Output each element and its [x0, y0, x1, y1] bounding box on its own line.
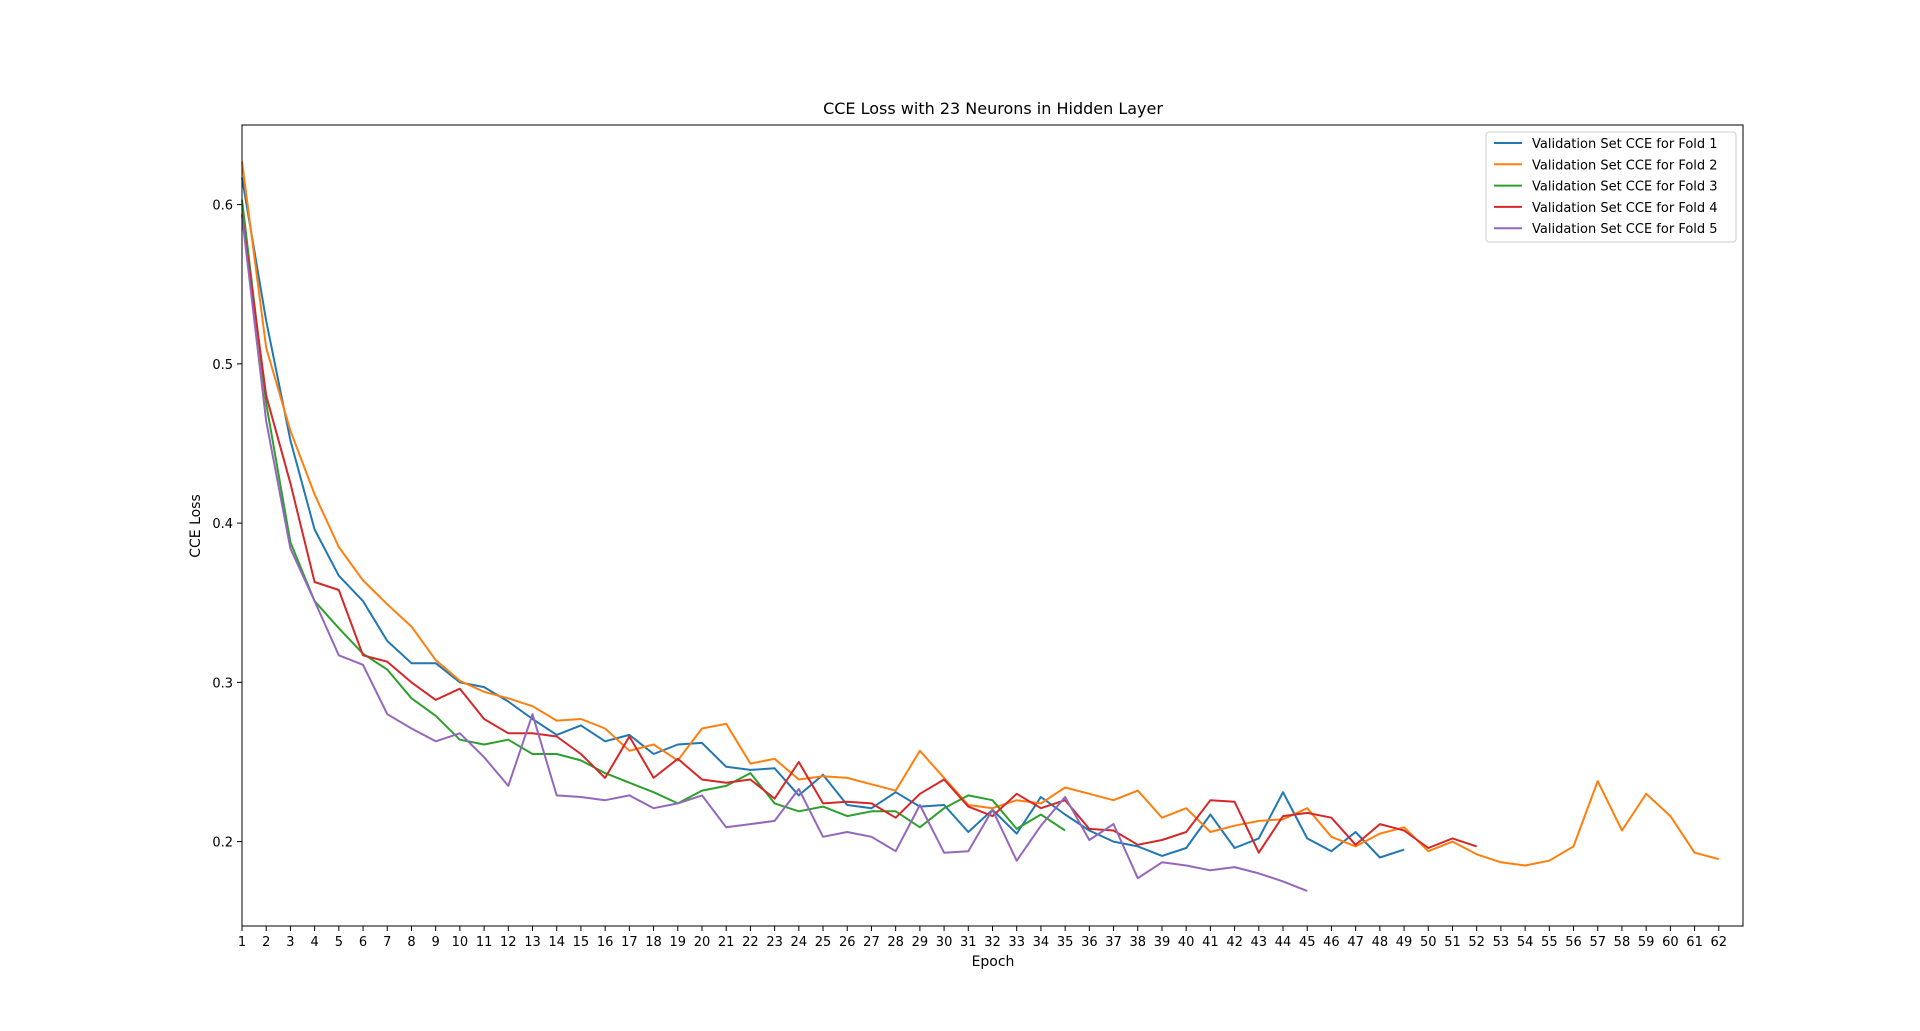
series-line-fold-5 [241, 215, 1308, 892]
x-tick-label: 43 [1251, 935, 1268, 950]
x-tick-label: 8 [407, 935, 415, 950]
y-tick-label: 0.5 [212, 358, 233, 373]
y-tick-label: 0.4 [212, 517, 233, 532]
x-tick-label: 28 [887, 935, 904, 950]
x-tick-label: 6 [359, 935, 367, 950]
y-tick-label: 0.6 [212, 199, 233, 214]
x-tick-label: 7 [383, 935, 391, 950]
chart-title: CCE Loss with 23 Neurons in Hidden Layer [823, 99, 1163, 118]
x-tick-label: 23 [766, 935, 783, 950]
legend-label-fold-1: Validation Set CCE for Fold 1 [1532, 137, 1718, 152]
legend-items: Validation Set CCE for Fold 1 Validation … [1494, 137, 1718, 237]
x-tick-label: 1 [238, 935, 246, 950]
x-tick-label: 48 [1372, 935, 1389, 950]
x-tick-label: 56 [1565, 935, 1582, 950]
x-tick-label: 42 [1226, 935, 1243, 950]
x-tick-label: 19 [670, 935, 687, 950]
x-tick-label: 46 [1323, 935, 1340, 950]
x-tick-label: 37 [1105, 935, 1122, 950]
x-tick-label: 38 [1129, 935, 1146, 950]
x-tick-label: 39 [1154, 935, 1171, 950]
x-tick-label: 44 [1275, 935, 1292, 950]
x-tick-label: 14 [548, 935, 565, 950]
x-tick-label: 3 [286, 935, 294, 950]
x-tick-label: 47 [1347, 935, 1364, 950]
x-tick-label: 18 [645, 935, 662, 950]
x-tick-label: 13 [524, 935, 541, 950]
legend-label-fold-4: Validation Set CCE for Fold 4 [1532, 201, 1718, 216]
legend-label-fold-5: Validation Set CCE for Fold 5 [1532, 222, 1718, 237]
x-tick-label: 54 [1517, 935, 1534, 950]
x-tick-label: 40 [1178, 935, 1195, 950]
x-tick-label: 36 [1081, 935, 1098, 950]
x-tick-label: 55 [1541, 935, 1558, 950]
y-tick-label: 0.2 [212, 836, 233, 851]
x-axis-ticks: 1 2 3 4 5 6 7 8 9 10 11 12 13 14 15 16 17 18 19 20 21 22 23 24 2… [238, 926, 1727, 950]
x-tick-label: 27 [863, 935, 880, 950]
x-tick-label: 59 [1638, 935, 1655, 950]
x-tick-label: 5 [335, 935, 343, 950]
x-tick-label: 45 [1299, 935, 1316, 950]
x-tick-label: 33 [1008, 935, 1025, 950]
x-tick-label: 49 [1396, 935, 1413, 950]
x-tick-label: 2 [262, 935, 270, 950]
x-tick-label: 51 [1444, 935, 1461, 950]
x-tick-label: 24 [791, 935, 808, 950]
legend-label-fold-3: Validation Set CCE for Fold 3 [1532, 180, 1718, 195]
x-tick-label: 53 [1493, 935, 1510, 950]
x-tick-label: 12 [500, 935, 517, 950]
x-tick-label: 15 [573, 935, 590, 950]
series-layer [241, 161, 1720, 892]
x-tick-label: 34 [1033, 935, 1050, 950]
x-tick-label: 22 [742, 935, 759, 950]
legend-box [1485, 131, 1737, 243]
series-line-fold-1 [241, 177, 1405, 859]
x-tick-label: 25 [815, 935, 832, 950]
x-tick-label: 11 [476, 935, 493, 950]
y-axis-ticks: 0.2 0.3 0.4 0.5 0.6 [212, 199, 242, 851]
legend-label-fold-2: Validation Set CCE for Fold 2 [1532, 158, 1718, 173]
series-line-fold-2 [241, 161, 1720, 867]
y-axis-label: CCE Loss [188, 494, 204, 558]
x-tick-label: 41 [1202, 935, 1219, 950]
x-tick-label: 32 [984, 935, 1001, 950]
x-tick-label: 17 [621, 935, 638, 950]
x-tick-label: 62 [1711, 935, 1728, 950]
x-tick-label: 35 [1057, 935, 1074, 950]
x-tick-label: 50 [1420, 935, 1437, 950]
x-tick-label: 29 [912, 935, 929, 950]
x-tick-label: 21 [718, 935, 735, 950]
legend: Validation Set CCE for Fold 1 Validation … [1485, 131, 1737, 243]
x-tick-label: 30 [936, 935, 953, 950]
x-tick-label: 9 [432, 935, 440, 950]
x-tick-label: 31 [960, 935, 977, 950]
x-tick-label: 52 [1468, 935, 1485, 950]
x-tick-label: 20 [694, 935, 711, 950]
x-tick-label: 4 [310, 935, 318, 950]
x-tick-label: 10 [452, 935, 469, 950]
x-axis-label: Epoch [972, 954, 1015, 970]
x-tick-label: 60 [1662, 935, 1679, 950]
x-tick-label: 61 [1686, 935, 1703, 950]
y-tick-label: 0.3 [212, 676, 233, 691]
series-line-fold-4 [241, 214, 1478, 854]
x-tick-label: 58 [1614, 935, 1631, 950]
x-tick-label: 16 [597, 935, 614, 950]
x-tick-label: 26 [839, 935, 856, 950]
x-tick-label: 57 [1589, 935, 1606, 950]
